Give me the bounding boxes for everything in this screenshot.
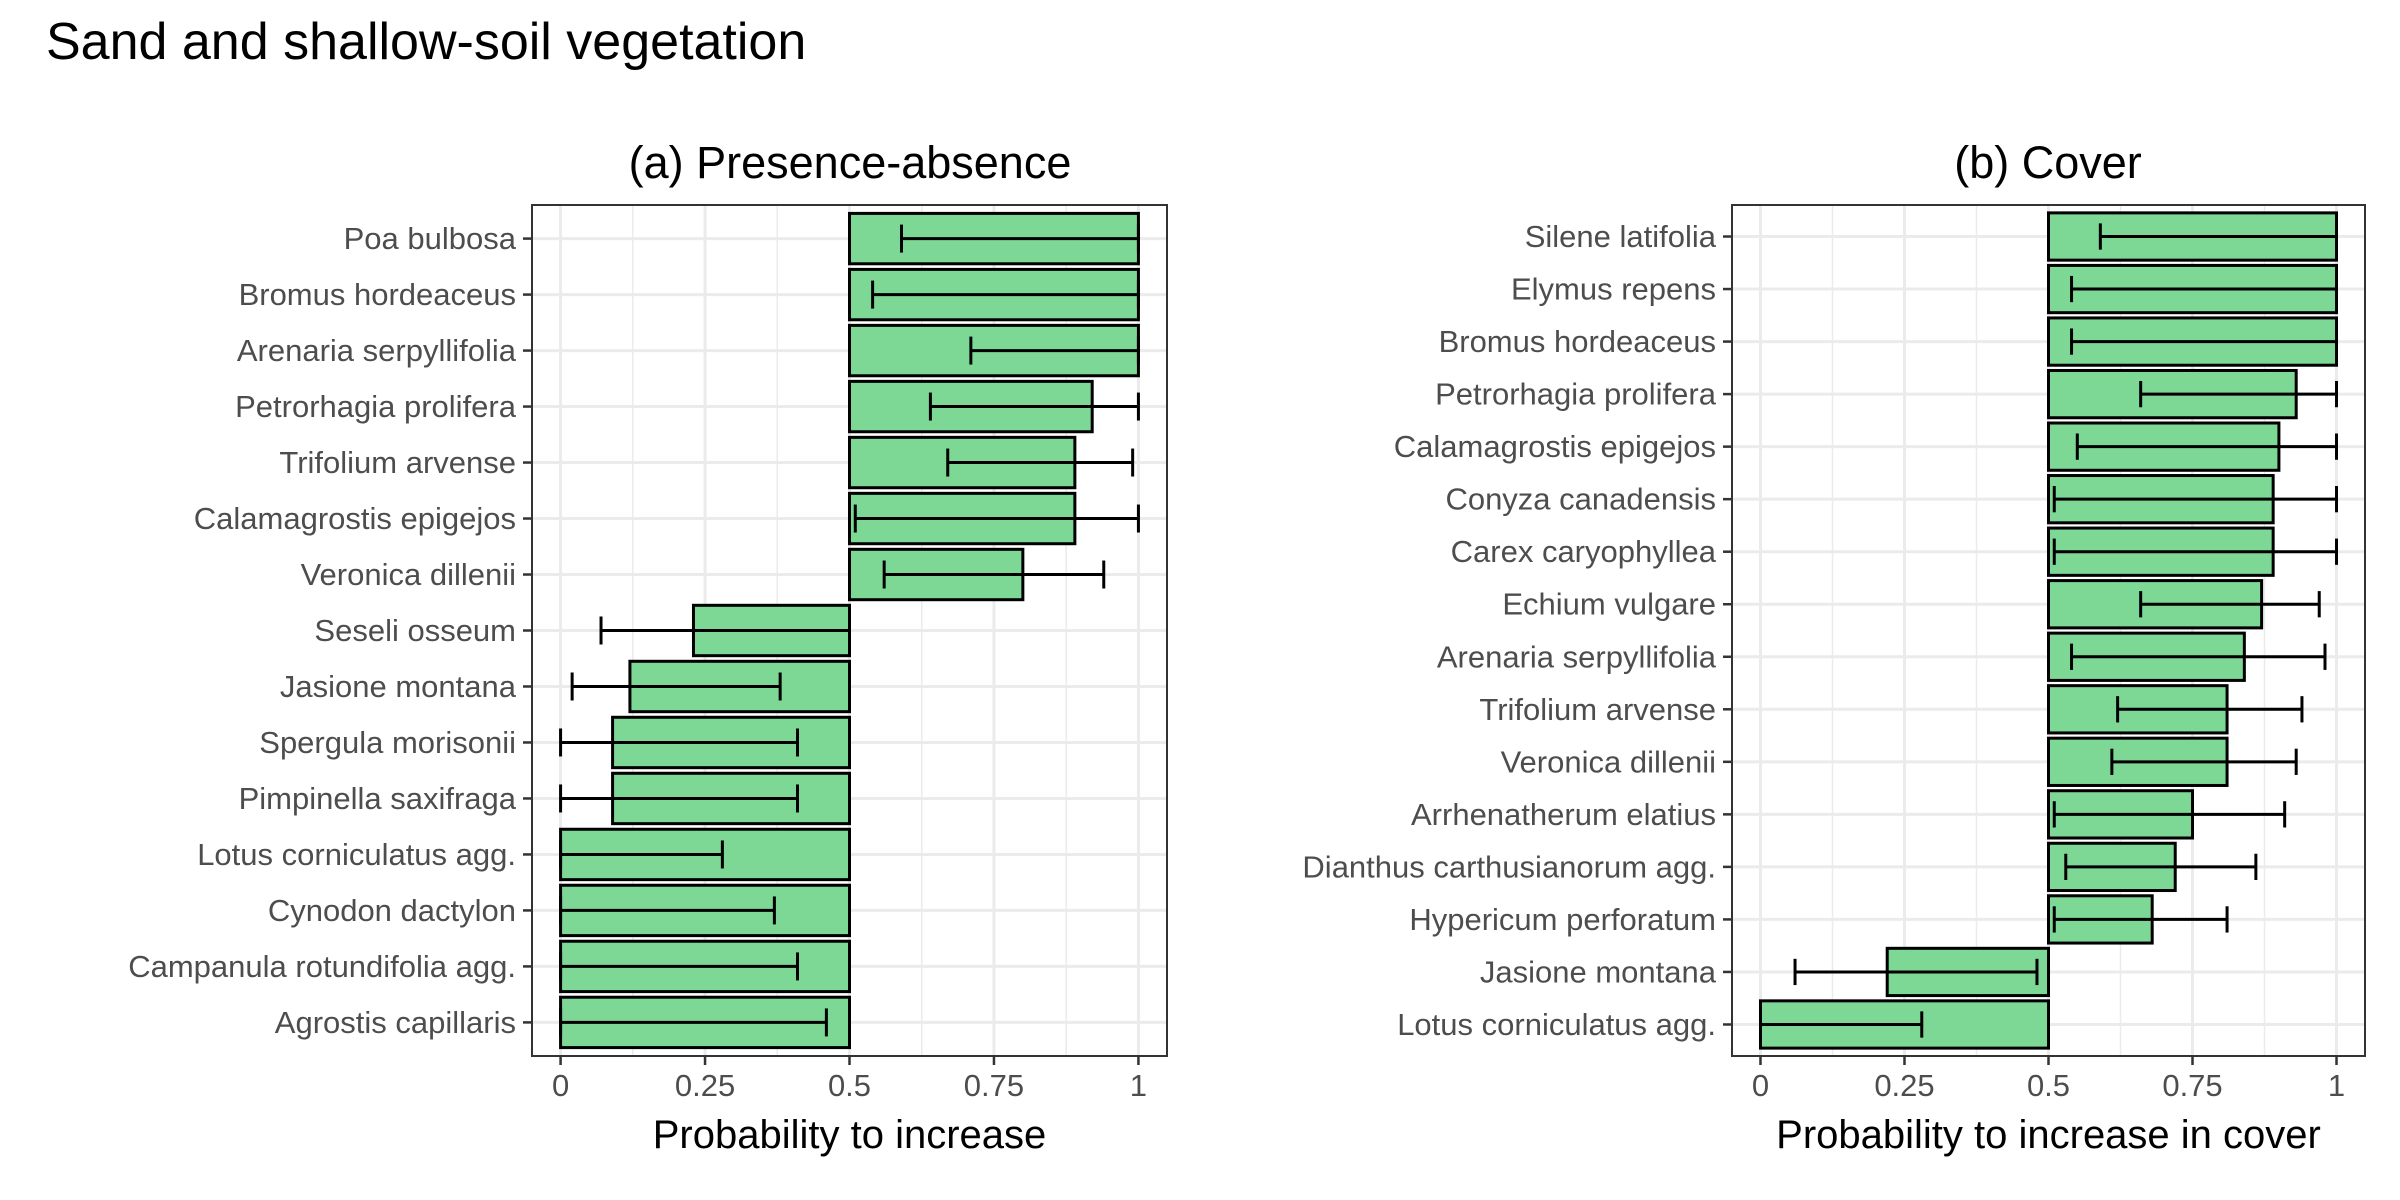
y-tick-label: Jasione montana [1480,954,1717,989]
error-bar [2070,643,2327,670]
x-axis-label: Probability to increase in cover [1776,1113,2321,1157]
error-bar [2064,853,2258,881]
x-tick-label: 0 [552,1068,569,1103]
y-tick-label: Hypericum perforatum [1409,902,1716,937]
y-tick-label: Silene latifolia [1525,219,1717,254]
x-tick-label: 0.5 [828,1068,871,1103]
error-bar [1793,958,2039,986]
y-tick-label: Trifolium arvense [1479,692,1716,727]
page-title: Sand and shallow-soil vegetation [46,13,807,71]
x-tick-label: 0.5 [2027,1068,2070,1103]
error-bar [2075,433,2339,460]
x-tick-label: 0 [1752,1068,1769,1103]
error-bar [2110,748,2298,775]
y-tick-label: Bromus hordeaceus [239,277,516,312]
error-bar [900,224,1140,253]
y-tick-label: Jasione montana [280,669,517,704]
error-bar [599,616,851,645]
error-bar [871,280,1140,309]
x-tick-label: 1 [1130,1068,1147,1103]
y-tick-label: Calamagrostis epigejos [1394,429,1716,464]
error-bar [559,728,799,757]
y-tick-label: Veronica dillenii [301,557,516,592]
y-tick-label: Trifolium arvense [279,445,516,480]
x-tick-label: 0.25 [675,1068,735,1103]
error-bar [559,896,776,925]
y-tick-label: Lotus corniculatus agg. [1397,1007,1716,1042]
y-tick-label: Petrorhagia prolifera [235,389,517,424]
x-tick-label: 1 [2328,1068,2345,1103]
y-tick-label: Veronica dillenii [1501,744,1716,779]
x-tick-label: 0.75 [964,1068,1024,1103]
error-bar [2070,275,2339,303]
y-tick-label: Elymus repens [1511,272,1716,307]
error-bar [559,952,799,981]
error-bar [2052,801,2287,828]
y-tick-label: Carex caryophyllea [1451,534,1717,569]
error-bar [928,392,1140,421]
error-bar [2116,696,2304,723]
y-tick-label: Arenaria serpyllifolia [237,333,517,368]
error-bar [2052,538,2339,565]
y-tick-label: Dianthus carthusianorum agg. [1302,849,1716,884]
x-axis-label: Probability to increase [653,1113,1047,1157]
x-tick-label: 0.25 [1874,1068,1934,1103]
error-bar [570,672,782,701]
error-bar [2139,591,2321,618]
error-bar [853,504,1140,533]
error-bar [1758,1011,1924,1038]
y-tick-label: Lotus corniculatus agg. [197,837,516,872]
y-tick-label: Spergula morisonii [259,725,516,760]
y-tick-label: Arenaria serpyllifolia [1437,639,1717,674]
x-tick-label: 0.75 [2162,1068,2222,1103]
y-tick-label: Agrostis capillaris [275,1005,516,1040]
y-tick-label: Bromus hordeaceus [1439,324,1716,359]
y-tick-label: Seseli osseum [314,613,516,648]
error-bar [2098,223,2339,250]
y-tick-label: Poa bulbosa [344,221,517,256]
error-bar [2070,328,2339,355]
y-tick-label: Cynodon dactylon [268,893,516,928]
error-bar [969,336,1140,365]
panel-b: Silene latifolia Elymus repens Bromus hord… [1302,137,2366,1157]
error-bar [559,784,799,813]
error-bar [2052,486,2339,513]
panel-title: (b) Cover [1954,137,2142,188]
error-bar [2052,906,2229,933]
y-tick-label: Arrhenatherum elatius [1411,797,1716,832]
error-bar [559,1008,828,1037]
panel-a: Poa bulbosa Bromus hordeaceus Arenaria ser… [128,137,1168,1157]
y-tick-label: Echium vulgare [1502,587,1716,622]
error-bar [559,840,724,869]
y-tick-label: Conyza canadensis [1445,482,1716,517]
y-tick-label: Pimpinella saxifraga [239,781,517,816]
panel-title: (a) Presence-absence [629,137,1072,188]
y-tick-label: Campanula rotundifolia agg. [128,949,516,984]
y-tick-label: Petrorhagia prolifera [1435,377,1717,412]
error-bar [2139,380,2339,408]
error-bar [946,448,1135,477]
error-bar [882,560,1106,589]
y-tick-label: Calamagrostis epigejos [194,501,516,536]
